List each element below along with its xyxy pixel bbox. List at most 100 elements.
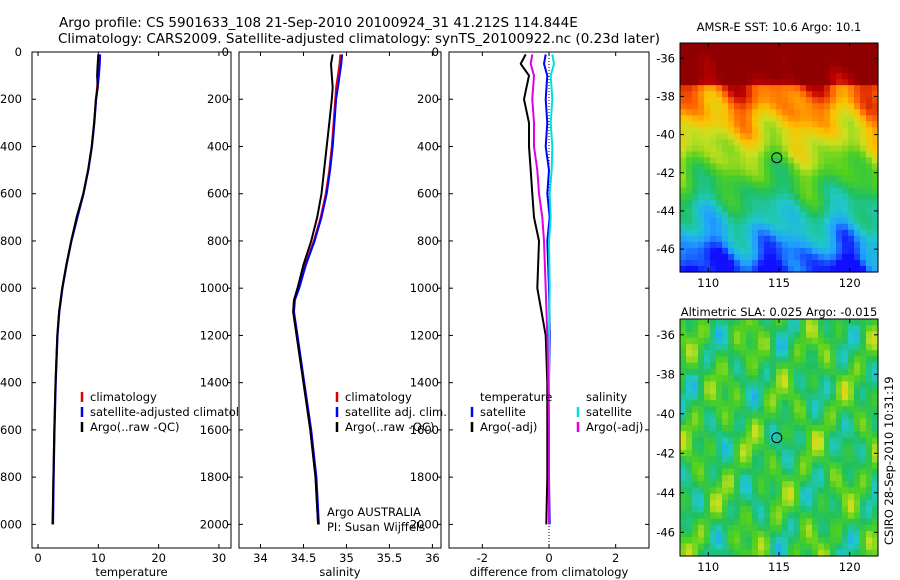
sla_map-cell bbox=[692, 381, 699, 389]
sla_map-cell bbox=[842, 506, 849, 513]
sst_map-cell bbox=[788, 61, 795, 68]
sla_map-cell bbox=[800, 506, 807, 513]
sla_map-cell bbox=[716, 531, 723, 538]
sst_map-cell bbox=[752, 85, 759, 92]
sst_map-cell bbox=[692, 121, 699, 128]
sla_map-cell bbox=[812, 537, 819, 545]
sla_map-cell bbox=[680, 425, 687, 432]
sst_map-cell bbox=[734, 73, 741, 80]
sla_map-cell bbox=[860, 375, 867, 382]
sst_map-cell bbox=[866, 163, 873, 171]
sst_map-cell bbox=[824, 109, 831, 116]
sst_map-cell bbox=[692, 61, 699, 68]
sst_map-cell bbox=[866, 55, 873, 62]
sla_map-cell bbox=[788, 506, 795, 513]
sla_map-cell bbox=[788, 406, 795, 414]
sst_map-cell bbox=[722, 151, 729, 159]
sst_map-cell bbox=[758, 217, 765, 225]
sst_map-cell bbox=[860, 259, 867, 267]
sst_map-cell bbox=[722, 133, 729, 141]
sla_map-cell bbox=[830, 431, 837, 439]
sla_map-cell bbox=[794, 412, 801, 420]
sst_map-cell bbox=[800, 205, 807, 213]
sla_map-cell bbox=[836, 506, 843, 513]
sst_map-cell bbox=[740, 259, 747, 267]
sla_map-cell bbox=[692, 431, 699, 439]
sst_map-cell bbox=[812, 163, 819, 171]
sst_map-cell bbox=[764, 145, 771, 153]
sst_map-cell bbox=[860, 217, 867, 225]
sla_map-cell bbox=[722, 412, 729, 420]
sst_map-cell bbox=[842, 109, 849, 116]
sst_map-cell bbox=[704, 163, 711, 171]
sst_map-cell bbox=[806, 145, 813, 153]
sst_map-cell bbox=[692, 241, 699, 249]
sst_map-cell bbox=[698, 61, 705, 68]
sla_map-cell bbox=[812, 375, 819, 382]
sst_map-cell bbox=[776, 133, 783, 141]
sla_map-cell bbox=[872, 443, 879, 451]
sst_map-cell bbox=[824, 127, 831, 134]
sst_map-cell bbox=[776, 241, 783, 249]
sla_map-cell bbox=[710, 375, 717, 382]
sla_map-cell bbox=[848, 431, 855, 439]
sst_map-cell bbox=[710, 187, 717, 195]
sst_map-cell bbox=[776, 109, 783, 116]
sst_map-cell bbox=[686, 127, 693, 134]
sst_map-cell bbox=[746, 43, 753, 50]
sla_map-cell bbox=[818, 443, 825, 451]
sst_map-cell bbox=[812, 259, 819, 267]
sst_map-cell bbox=[734, 241, 741, 249]
sst_map-cell bbox=[692, 259, 699, 267]
sla_map-cell bbox=[866, 437, 873, 445]
sla_map-cell bbox=[812, 412, 819, 420]
sst_map-cell bbox=[794, 127, 801, 134]
sst_map-cell bbox=[830, 91, 837, 98]
sla_map-cell bbox=[764, 406, 771, 414]
sst_map-cell bbox=[728, 55, 735, 62]
sst_map-cell bbox=[716, 139, 723, 147]
sst_map-cell bbox=[842, 97, 849, 104]
sst_map-cell bbox=[830, 115, 837, 122]
sla_map-cell bbox=[794, 343, 801, 351]
sla_map-cell bbox=[842, 425, 849, 432]
sla_map-cell bbox=[818, 474, 825, 482]
sla_map-cell bbox=[758, 400, 765, 407]
sst_map-cell bbox=[806, 103, 813, 110]
sla_map-cell bbox=[728, 524, 735, 532]
sst_map-cell bbox=[680, 73, 687, 80]
sst_map-cell bbox=[722, 193, 729, 201]
sst_map-cell bbox=[782, 169, 789, 177]
sla_map-cell bbox=[728, 462, 735, 470]
sst_map-cell bbox=[698, 187, 705, 195]
sla_map-cell bbox=[812, 506, 819, 513]
sst_map-cell bbox=[746, 109, 753, 116]
sla_map-cell bbox=[722, 506, 729, 513]
sst_map-cell bbox=[728, 253, 735, 261]
sla_map-cell bbox=[722, 474, 729, 482]
sst_map-cell bbox=[830, 79, 837, 86]
sla_map-cell bbox=[692, 487, 699, 495]
sla_map-cell bbox=[872, 474, 879, 482]
sst_map-cell bbox=[680, 115, 687, 122]
sla_map-cell bbox=[776, 375, 783, 382]
sst_map-cell bbox=[860, 265, 867, 273]
sst_map-cell bbox=[866, 127, 873, 134]
csiro-timestamp: CSIRO 28-Sep-2010 10:31:19 bbox=[882, 376, 896, 545]
sst_map-cell bbox=[806, 211, 813, 219]
sla_map-cell bbox=[824, 437, 831, 445]
sst_map-cell bbox=[722, 127, 729, 134]
sst_map-cell bbox=[734, 175, 741, 183]
sst_map-cell bbox=[728, 43, 735, 50]
sla_map-cell bbox=[740, 487, 747, 495]
sla_map-cell bbox=[770, 449, 777, 457]
sla_map-cell bbox=[866, 381, 873, 389]
sst_map-cell bbox=[770, 187, 777, 195]
sst_map-cell bbox=[686, 247, 693, 255]
sst_map-cell bbox=[716, 145, 723, 153]
sla_map-cell bbox=[764, 356, 771, 364]
sla_map-cell bbox=[686, 543, 693, 551]
sla_map-cell bbox=[740, 449, 747, 457]
sla_map-cell bbox=[866, 537, 873, 545]
